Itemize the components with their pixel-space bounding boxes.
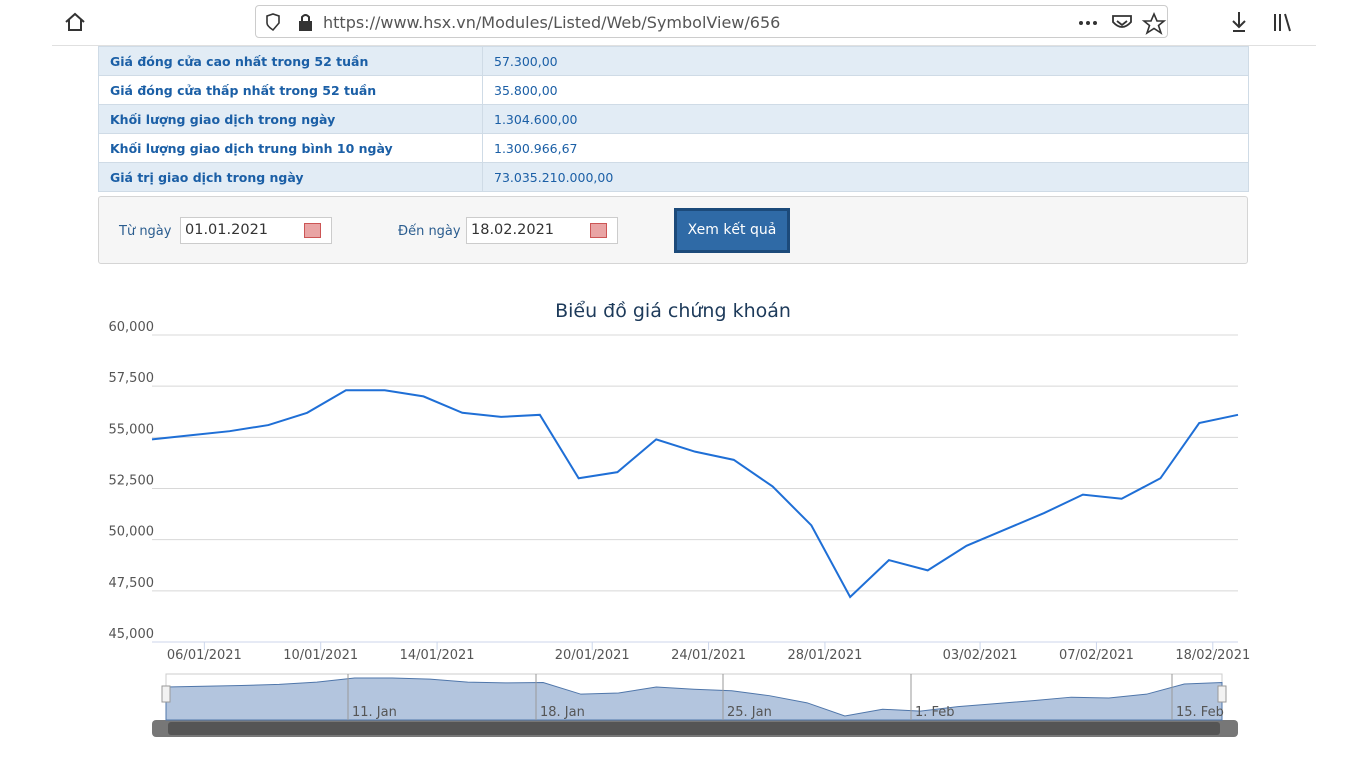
row-label: Giá đóng cửa thấp nhất trong 52 tuần [98,75,483,105]
navigator-label: 11. Jan [352,705,397,720]
lock-icon [299,21,312,31]
from-input[interactable]: 01.01.2021 [180,217,332,244]
url-text: https://www.hsx.vn/Modules/Listed/Web/Sy… [323,13,781,32]
x-tick-label: 20/01/2021 [555,648,630,663]
star-icon[interactable] [1141,11,1167,35]
to-input[interactable]: 18.02.2021 [466,217,618,244]
x-tick-label: 07/02/2021 [1059,648,1134,663]
row-label: Giá trị giao dịch trong ngày [98,162,483,192]
navigator-label: 25. Jan [727,705,772,720]
table-row: Giá đóng cửa thấp nhất trong 52 tuần 35.8… [98,75,1249,105]
from-label: Từ ngày [119,224,172,239]
x-tick-label: 10/01/2021 [283,648,358,663]
download-icon[interactable] [1232,12,1246,32]
submit-button[interactable]: Xem kết quả [674,208,790,253]
calendar-icon[interactable] [590,223,607,238]
y-tick-label: 47,500 [109,576,155,591]
library-icon[interactable] [1274,13,1291,32]
y-tick-label: 45,000 [109,627,155,642]
menu-dot[interactable] [1079,21,1083,25]
row-value: 73.035.210.000,00 [482,162,1249,192]
navigator-area [165,677,1223,721]
shield-icon [266,13,280,32]
y-tick-label: 52,500 [109,474,155,489]
browser-toolbar: https://www.hsx.vn/Modules/Listed/Web/Sy… [52,0,1316,46]
table-row: Giá trị giao dịch trong ngày 73.035.210.0… [98,162,1249,192]
to-value: 18.02.2021 [471,222,555,238]
url-icons [266,11,1167,35]
row-label: Khối lượng giao dịch trong ngày [98,104,483,134]
toolbar-icons [65,12,1291,32]
menu-dot[interactable] [1086,21,1090,25]
home-icon[interactable] [65,12,85,31]
x-tick-label: 14/01/2021 [400,648,475,663]
x-tick-label: 03/02/2021 [943,648,1018,663]
chart: Biểu đồ giá chứng khoán 45,000 47,500 50,0… [109,300,1250,737]
y-tick-label: 55,000 [109,422,155,437]
row-label: Giá đóng cửa cao nhất trong 52 tuần [98,46,483,76]
table-row: Khối lượng giao dịch trung bình 10 ngày 1… [98,133,1249,163]
x-tick-label: 06/01/2021 [167,648,242,663]
menu-dot[interactable] [1093,21,1097,25]
navigator-handle [161,685,171,703]
x-tick-label: 24/01/2021 [671,648,746,663]
x-tick-label: 18/02/2021 [1175,648,1250,663]
date-form: Từ ngày 01.01.2021 Đến ngày 18.02.2021 X… [98,196,1248,264]
y-tick-label: 50,000 [109,525,155,540]
y-tick-label: 60,000 [109,320,155,335]
row-value: 1.304.600,00 [482,104,1249,134]
x-tick-label: 28/01/2021 [787,648,862,663]
table-row: Khối lượng giao dịch trong ngày 1.304.600… [98,104,1249,134]
price-line [151,389,1239,599]
pocket-icon[interactable] [1112,15,1132,28]
calendar-icon[interactable] [304,223,321,238]
navigator-label: 18. Jan [540,705,585,720]
scrollbar-thumb[interactable] [168,722,1220,735]
navigator-label: 15. Feb [1176,705,1224,720]
table-row: Giá đóng cửa cao nhất trong 52 tuần 57.30… [98,46,1249,76]
row-value: 35.800,00 [482,75,1249,105]
row-value: 57.300,00 [482,46,1249,76]
chart-title: Biểu đồ giá chứng khoán [555,300,791,322]
navigator-handle [1217,685,1227,703]
lock-shackle [301,14,310,21]
row-value: 1.300.966,67 [482,133,1249,163]
from-value: 01.01.2021 [185,222,269,238]
y-tick-label: 57,500 [109,371,155,386]
navigator-label: 1. Feb [915,705,955,720]
info-table: Giá đóng cửa cao nhất trong 52 tuần 57.30… [98,46,1249,192]
url-bar[interactable]: https://www.hsx.vn/Modules/Listed/Web/Sy… [255,5,1168,38]
to-label: Đến ngày [398,224,461,239]
row-label: Khối lượng giao dịch trung bình 10 ngày [98,133,483,163]
